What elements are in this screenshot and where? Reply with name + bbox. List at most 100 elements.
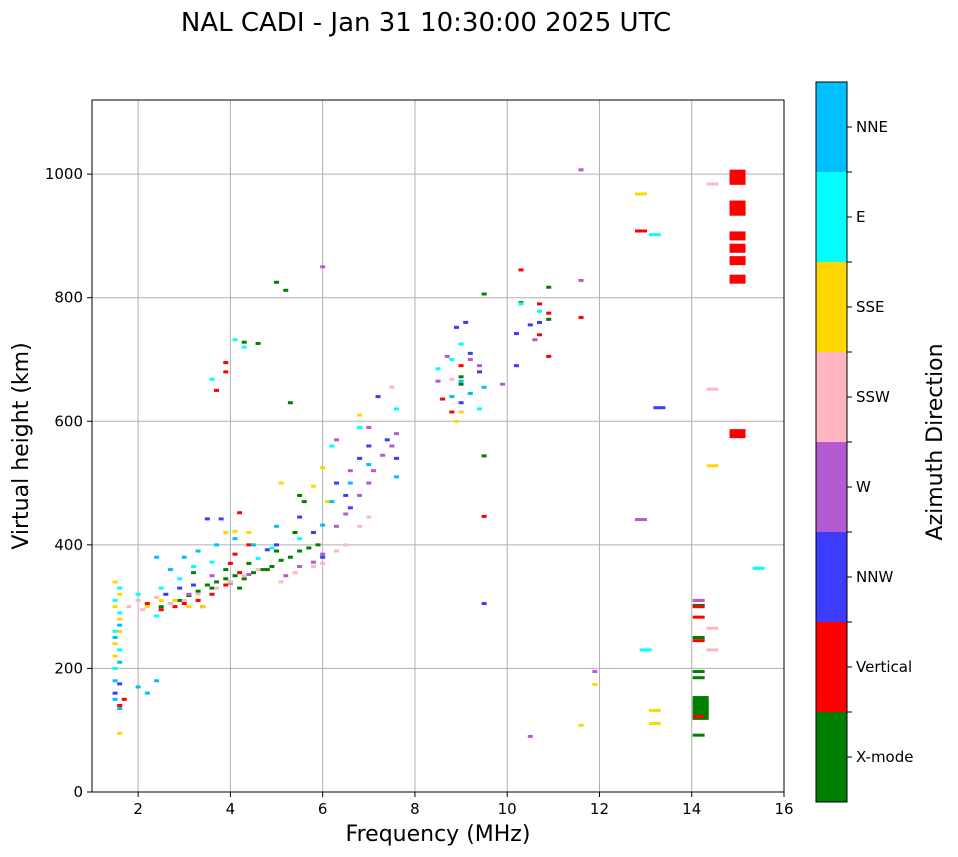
- data-point: [500, 382, 506, 386]
- data-point: [370, 469, 376, 473]
- colorbar-label: Azimuth Direction: [923, 343, 948, 540]
- data-point: [729, 169, 746, 179]
- data-point: [214, 580, 220, 584]
- data-point: [218, 517, 224, 521]
- data-point: [264, 548, 270, 552]
- data-point: [592, 670, 598, 674]
- x-tick-label: 12: [590, 800, 609, 818]
- data-point: [467, 351, 473, 355]
- data-point: [458, 382, 464, 386]
- x-tick-label: 6: [318, 800, 328, 818]
- data-point: [320, 265, 326, 269]
- data-point: [214, 543, 220, 547]
- data-point: [320, 555, 326, 559]
- data-point: [449, 395, 455, 399]
- data-point: [449, 377, 455, 381]
- data-point: [634, 229, 647, 233]
- data-point: [237, 571, 243, 575]
- series-ssw: [126, 182, 719, 652]
- data-point: [117, 629, 123, 633]
- data-point: [357, 413, 363, 417]
- y-tick-label: 200: [54, 659, 83, 677]
- data-point: [634, 192, 647, 196]
- data-points: [112, 168, 765, 738]
- data-point: [578, 278, 584, 282]
- data-point: [546, 285, 552, 289]
- data-point: [209, 377, 215, 381]
- series-w: [172, 168, 705, 738]
- x-tick-label: 4: [226, 800, 236, 818]
- data-point: [706, 626, 719, 630]
- data-point: [246, 543, 252, 547]
- data-point: [287, 401, 293, 405]
- data-point: [274, 543, 280, 547]
- data-point: [223, 361, 229, 365]
- data-point: [297, 537, 303, 541]
- y-tick-label: 400: [54, 536, 83, 554]
- colorbar-label-sse: SSE: [856, 298, 885, 316]
- data-point: [121, 697, 127, 701]
- series-e: [112, 233, 765, 670]
- data-point: [195, 592, 201, 596]
- data-point: [481, 385, 487, 389]
- data-point: [343, 512, 349, 516]
- data-point: [692, 676, 705, 680]
- data-point: [112, 666, 118, 670]
- data-point: [246, 573, 252, 577]
- data-point: [177, 598, 183, 602]
- data-point: [117, 648, 123, 652]
- data-point: [384, 438, 390, 442]
- data-point: [250, 571, 256, 575]
- data-point: [458, 401, 464, 405]
- data-point: [692, 670, 705, 674]
- data-point: [366, 515, 372, 519]
- data-point: [393, 475, 399, 479]
- data-point: [435, 367, 441, 371]
- data-point: [172, 605, 178, 609]
- data-point: [126, 605, 132, 609]
- colorbar-label-vertical: Vertical: [856, 658, 912, 676]
- data-point: [117, 623, 123, 627]
- data-point: [458, 342, 464, 346]
- data-point: [546, 317, 552, 321]
- data-point: [214, 586, 220, 590]
- data-point: [592, 682, 598, 686]
- series-vertical: [117, 169, 746, 719]
- data-point: [260, 568, 266, 572]
- x-tick-label: 14: [682, 800, 701, 818]
- data-point: [518, 302, 524, 306]
- data-point: [449, 358, 455, 361]
- data-point: [546, 311, 552, 315]
- data-point: [435, 379, 441, 383]
- data-point: [324, 500, 330, 504]
- data-point: [334, 481, 340, 485]
- data-point: [274, 524, 280, 528]
- data-point: [186, 592, 192, 596]
- data-point: [536, 320, 542, 324]
- data-point: [167, 602, 173, 606]
- data-point: [393, 432, 399, 436]
- data-point: [223, 531, 229, 534]
- data-point: [255, 556, 261, 560]
- data-point: [347, 469, 353, 473]
- data-point: [144, 605, 150, 609]
- data-point: [320, 466, 326, 470]
- colorbar-segment: [816, 352, 847, 442]
- data-point: [158, 608, 164, 612]
- data-point: [158, 586, 164, 590]
- data-point: [250, 543, 256, 547]
- x-tick-label: 8: [410, 800, 420, 818]
- data-point: [536, 309, 542, 313]
- chart-title: NAL CADI - Jan 31 10:30:00 2025 UTC: [181, 8, 671, 38]
- data-point: [112, 642, 118, 646]
- data-point: [706, 387, 719, 391]
- data-point: [223, 577, 229, 581]
- data-point: [112, 629, 118, 633]
- data-point: [227, 580, 233, 584]
- data-point: [536, 333, 542, 337]
- data-point: [692, 733, 705, 737]
- data-point: [375, 395, 381, 399]
- data-point: [453, 325, 459, 329]
- data-point: [389, 444, 395, 448]
- colorbar-label-ssw: SSW: [856, 388, 890, 406]
